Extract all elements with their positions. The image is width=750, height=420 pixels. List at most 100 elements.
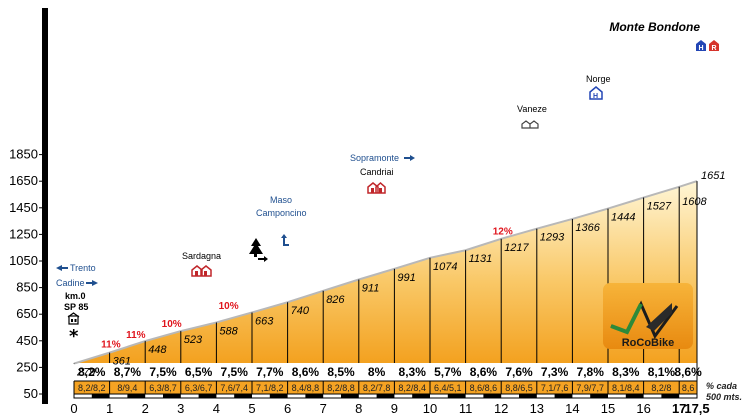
x-tick-label: 0: [70, 401, 77, 416]
elevation-label: 1217: [504, 242, 529, 254]
km-strip-segment: [554, 394, 573, 398]
elevation-label: 523: [184, 334, 203, 346]
arrow-up-right-icon: [281, 234, 289, 246]
svg-text:H: H: [593, 93, 598, 100]
km-strip-segment: [91, 394, 110, 398]
gradient-avg-label: 6,5%: [185, 365, 213, 379]
gradient-minmax-label: 7,1/7,6: [541, 383, 569, 393]
norge-hotel-icon: H: [589, 86, 603, 100]
km-strip-segment: [447, 394, 466, 398]
place-vaneze-label: Vaneze: [517, 104, 547, 114]
elevation-label: 663: [255, 315, 274, 327]
max-gradient-labels: 11% 11% 10% 10% 12%: [101, 226, 513, 350]
gradient-avg-label: 7,6%: [505, 365, 533, 379]
km-strip-segment: [661, 394, 680, 398]
chart-title: Monte Bondone: [609, 20, 700, 34]
place-camponcino-label: Camponcino: [256, 208, 307, 218]
km-strip-segment: [412, 394, 430, 398]
y-tick-label: 1450: [9, 200, 38, 215]
gradient-minmax-label: 8,2/8: [651, 383, 671, 393]
elevation-label: 911: [362, 282, 380, 294]
gradient-minmax-label: 8,1/8,4: [612, 383, 640, 393]
elevation-label: 588: [219, 325, 238, 337]
place-cadine-label: Cadine: [56, 278, 85, 288]
gradient-minmax-label: 7,1/8,2: [256, 383, 284, 393]
gradient-avg-label: 7,5%: [221, 365, 249, 379]
gradient-minmax-label: 8,2/8,2: [78, 383, 106, 393]
max-gradient-label: 10%: [162, 319, 182, 330]
place-candriai-label: Candriai: [360, 167, 394, 177]
rocobike-logo: RoCoBike: [603, 283, 693, 349]
place-sardagna-label: Sardagna: [182, 251, 221, 261]
y-tick-label: 1850: [9, 147, 38, 162]
start-star-icon: *: [69, 326, 79, 347]
max-gradient-label: 12%: [493, 226, 513, 237]
x-tick-label: 13: [530, 401, 544, 416]
gradient-minmax-label: 8,6/8,6: [470, 383, 498, 393]
arrow-right-icon: [86, 280, 98, 286]
arrow-left-icon: [56, 265, 68, 271]
y-tick-label: 1650: [9, 173, 38, 188]
km-strip-segment: [127, 394, 146, 398]
elevation-label: 991: [397, 272, 415, 284]
y-tick-label: 250: [16, 359, 38, 374]
km-strip-segment: [590, 394, 608, 398]
x-tick-label: 11: [459, 401, 473, 416]
place-trento: Trento: [56, 263, 96, 273]
place-sopramonte-label: Sopramonte: [350, 153, 399, 163]
max-gradient-label: 11%: [101, 339, 121, 350]
y-axis-bar: [42, 8, 48, 404]
km-strip-segment: [269, 394, 288, 398]
km-dividers: [73, 181, 698, 364]
elevation-label: 1444: [611, 212, 635, 224]
place-norge-label: Norge: [586, 74, 611, 84]
x-tick-label: 8: [355, 401, 362, 416]
x-tick-label: 5: [248, 401, 255, 416]
km-strip-segment: [519, 394, 537, 398]
bottom-band: 8,2/8,2 8/9,4 6,3/8,7 6,3/6,7 7,6/7,4 7,1/8,2…: [73, 363, 698, 399]
gradient-avg-label: 5,7%: [434, 365, 462, 379]
y-tick-label: 1050: [9, 253, 38, 268]
start-building-icon: [67, 312, 80, 325]
svg-text:H: H: [699, 45, 704, 52]
vaneze-houses-icon: [521, 120, 539, 129]
x-tick-label: 17: [672, 401, 686, 416]
elevation-labels: 279 361 448 523 588 663 740 826 911 991 1074 1131 12…: [76, 170, 725, 378]
y-tick-label: 50: [24, 386, 38, 401]
gradient-minmax-label: 8,4/8,8: [292, 383, 320, 393]
gradient-minmax-label: 7,6/7,4: [220, 383, 248, 393]
start-km0-label: km.0: [65, 291, 86, 301]
elevation-label: 448: [148, 344, 167, 356]
svg-text:R: R: [712, 45, 717, 52]
x-tick-label: 15: [601, 401, 615, 416]
gradient-minmax-label: 8,2/8,8: [327, 383, 355, 393]
place-maso-label: Maso: [270, 195, 292, 205]
gradient-avg-label: 8,3%: [612, 365, 640, 379]
start-sp85-label: SP 85: [64, 302, 88, 312]
y-tick-label: 850: [16, 280, 38, 295]
gradient-avg-label: 8,6%: [470, 365, 498, 379]
km-strip-segment: [376, 394, 395, 398]
gradient-minmax-label: 8,2/8,4: [398, 383, 426, 393]
elevation-label: 1293: [540, 232, 565, 244]
gradient-avg-label: 8%: [368, 365, 386, 379]
km-strip-segment: [341, 394, 359, 398]
km-strip-segment: [483, 394, 502, 398]
gradient-avg-label: 8,6%: [674, 365, 702, 379]
elevation-label: 279: [76, 367, 95, 379]
km-strip-segment: [234, 394, 252, 398]
tree-icon: [249, 238, 268, 262]
x-tick-label: 14: [565, 401, 579, 416]
elevation-label: 826: [326, 294, 345, 306]
arrow-right-icon-2: [404, 155, 415, 161]
gradient-avg-label: 7,5%: [149, 365, 177, 379]
x-tick-label: 12: [494, 401, 508, 416]
gradient-minmax-label: 8,8/6,5: [505, 383, 533, 393]
gradient-avg-label: 8,7%: [114, 365, 142, 379]
elevation-label: 1651: [701, 170, 725, 182]
elevation-label: 1366: [575, 222, 600, 234]
gradient-avg-label: 7,8%: [577, 365, 605, 379]
place-cadine: Cadine: [56, 278, 98, 288]
minmax-row-bg: [74, 381, 697, 394]
